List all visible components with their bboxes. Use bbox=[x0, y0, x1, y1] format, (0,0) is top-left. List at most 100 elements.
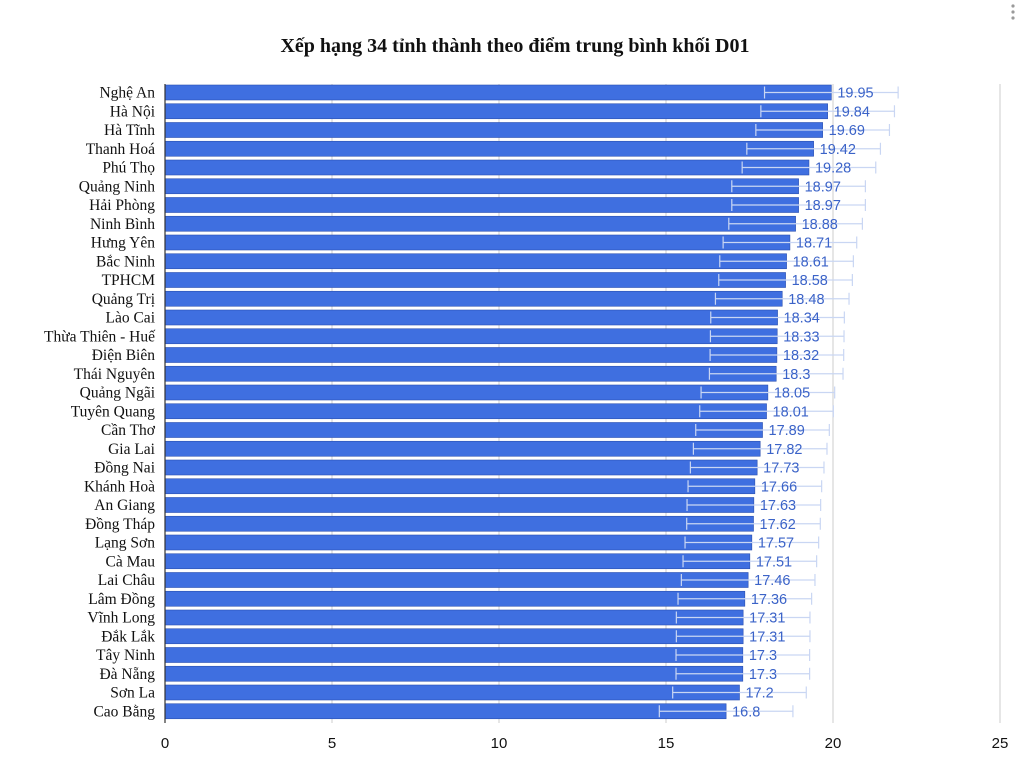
bar bbox=[164, 309, 778, 326]
category-label: Vĩnh Long bbox=[87, 610, 155, 627]
bar bbox=[164, 703, 727, 720]
error-bar bbox=[710, 311, 845, 324]
category-label: Đồng Tháp bbox=[85, 516, 155, 533]
bar bbox=[164, 272, 786, 288]
category-label: Hà Nội bbox=[110, 103, 156, 120]
value-label: 18.05 bbox=[774, 386, 810, 402]
error-bar bbox=[763, 86, 899, 99]
value-label: 19.69 bbox=[829, 123, 865, 139]
error-bar bbox=[677, 592, 813, 605]
error-bar bbox=[675, 611, 811, 624]
value-label: 19.95 bbox=[837, 86, 873, 102]
error-bar bbox=[680, 574, 816, 586]
error-bar bbox=[695, 424, 830, 436]
error-bar bbox=[687, 480, 823, 493]
x-tick-label: 25 bbox=[992, 735, 1009, 752]
bar bbox=[164, 665, 744, 682]
category-label: Bắc Ninh bbox=[96, 253, 155, 270]
bar bbox=[164, 328, 778, 345]
bar bbox=[164, 140, 814, 157]
bar bbox=[164, 178, 799, 195]
bar bbox=[164, 609, 744, 626]
category-label: Quảng Ngãi bbox=[80, 385, 156, 402]
category-label: Quảng Trị bbox=[92, 291, 156, 308]
bar bbox=[164, 684, 740, 701]
bar bbox=[164, 459, 758, 476]
error-bar bbox=[682, 555, 818, 568]
bar bbox=[164, 628, 744, 645]
category-label: Cà Mau bbox=[105, 553, 155, 570]
category-label: Lai Châu bbox=[98, 572, 155, 589]
value-label: 18.58 bbox=[792, 273, 828, 289]
value-label: 18.97 bbox=[805, 179, 841, 195]
value-label: 19.84 bbox=[834, 104, 870, 120]
bar bbox=[164, 590, 746, 607]
error-bar bbox=[672, 686, 807, 699]
value-label: 17.66 bbox=[761, 479, 797, 495]
x-tick-label: 15 bbox=[658, 735, 675, 752]
bar bbox=[164, 253, 787, 270]
value-label: 18.88 bbox=[802, 217, 838, 233]
value-label: 18.34 bbox=[784, 311, 820, 327]
bar bbox=[164, 572, 749, 588]
category-label: Cao Bằng bbox=[93, 703, 155, 720]
category-label: An Giang bbox=[94, 497, 155, 514]
error-bar bbox=[731, 199, 866, 211]
error-bars bbox=[658, 86, 899, 718]
category-label: Ninh Bình bbox=[90, 216, 155, 233]
bar bbox=[164, 497, 755, 513]
value-labels: 19.95 19.84 19.69 19.42 19.28 18.97 18.97 18.88… bbox=[732, 86, 874, 721]
value-label: 17.46 bbox=[754, 573, 790, 589]
bar bbox=[164, 197, 799, 213]
error-bar bbox=[699, 405, 834, 418]
value-label: 18.32 bbox=[783, 348, 819, 364]
bar bbox=[164, 290, 783, 307]
category-label: Cần Thơ bbox=[101, 422, 156, 439]
error-bar bbox=[728, 217, 863, 230]
error-bar bbox=[700, 386, 836, 399]
category-label: Lạng Sơn bbox=[95, 535, 156, 552]
bar bbox=[164, 440, 761, 457]
category-label: Hải Phòng bbox=[89, 197, 155, 214]
value-label: 17.51 bbox=[756, 554, 792, 570]
value-label: 18.3 bbox=[782, 367, 810, 383]
category-label: Phú Thọ bbox=[102, 160, 155, 177]
category-label: Đắk Lắk bbox=[101, 628, 155, 645]
bars bbox=[164, 84, 832, 720]
bar bbox=[164, 422, 763, 438]
category-label: TPHCM bbox=[102, 272, 156, 289]
bar bbox=[164, 553, 751, 570]
error-bar bbox=[658, 705, 794, 718]
value-label: 19.28 bbox=[815, 161, 851, 177]
category-label: Sơn La bbox=[110, 685, 155, 702]
error-bar bbox=[708, 367, 844, 380]
value-label: 17.36 bbox=[751, 592, 787, 608]
value-label: 17.31 bbox=[749, 611, 785, 627]
error-bar bbox=[719, 255, 854, 268]
value-label: 17.63 bbox=[760, 498, 796, 514]
error-bar bbox=[686, 499, 822, 511]
bar bbox=[164, 122, 823, 138]
bar bbox=[164, 84, 832, 101]
error-bar bbox=[692, 442, 828, 455]
menu-kebab-icon[interactable] bbox=[1011, 4, 1015, 20]
value-label: 17.31 bbox=[749, 629, 785, 645]
error-bar bbox=[741, 161, 877, 174]
x-tick-label: 10 bbox=[491, 735, 508, 752]
value-label: 17.57 bbox=[758, 536, 794, 552]
category-label: Đồng Nai bbox=[94, 460, 155, 477]
error-bar bbox=[755, 124, 891, 136]
value-label: 17.82 bbox=[766, 442, 802, 458]
bar bbox=[164, 647, 744, 663]
value-label: 19.42 bbox=[820, 142, 856, 158]
value-label: 16.8 bbox=[732, 704, 760, 720]
value-label: 18.97 bbox=[805, 198, 841, 214]
value-label: 18.48 bbox=[788, 292, 824, 308]
error-bar bbox=[684, 536, 820, 549]
bar bbox=[164, 215, 796, 232]
chart-title: Xếp hạng 34 tỉnh thành theo điểm trung b… bbox=[280, 35, 749, 57]
category-label: Hà Tĩnh bbox=[104, 122, 155, 139]
error-bar bbox=[689, 461, 825, 474]
